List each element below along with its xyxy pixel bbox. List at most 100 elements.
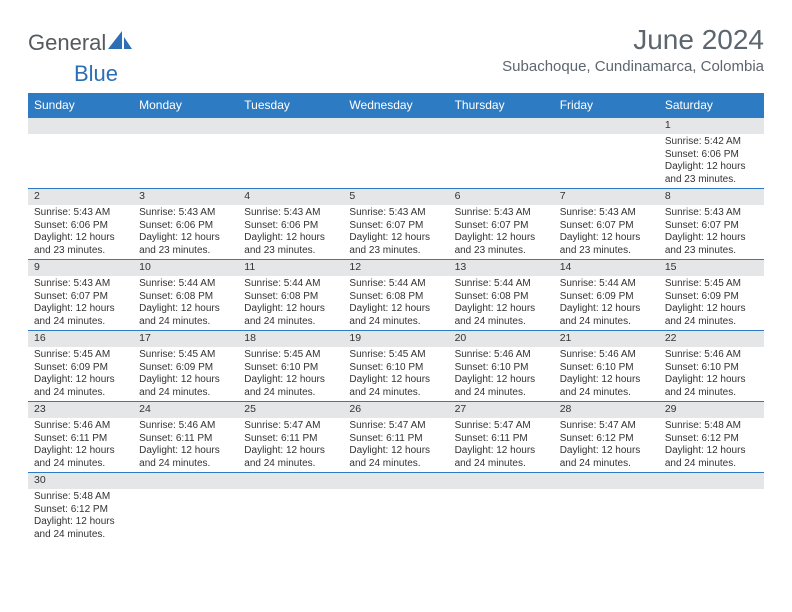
- sunrise-text: Sunrise: 5:45 AM: [244, 349, 337, 362]
- day-cell: Sunrise: 5:46 AMSunset: 6:10 PMDaylight:…: [449, 347, 554, 402]
- day-number: 30: [28, 473, 133, 490]
- daylight-text: and 24 minutes.: [349, 387, 442, 400]
- day-number: 11: [238, 260, 343, 277]
- daylight-text: and 24 minutes.: [560, 387, 653, 400]
- day-number: 15: [659, 260, 764, 277]
- daylight-text: Daylight: 12 hours: [665, 161, 758, 174]
- day-number: 23: [28, 402, 133, 419]
- sunset-text: Sunset: 6:09 PM: [34, 362, 127, 375]
- day-number: 20: [449, 331, 554, 348]
- day-number: 28: [554, 402, 659, 419]
- day-number: 13: [449, 260, 554, 277]
- day-number: 2: [28, 189, 133, 206]
- data-row: Sunrise: 5:46 AMSunset: 6:11 PMDaylight:…: [28, 418, 764, 473]
- daylight-text: Daylight: 12 hours: [244, 445, 337, 458]
- day-cell: Sunrise: 5:43 AMSunset: 6:07 PMDaylight:…: [343, 205, 448, 260]
- weekday-header: Monday: [133, 93, 238, 118]
- sunset-text: Sunset: 6:10 PM: [560, 362, 653, 375]
- day-cell: Sunrise: 5:43 AMSunset: 6:07 PMDaylight:…: [28, 276, 133, 331]
- day-number: 27: [449, 402, 554, 419]
- day-number: 26: [343, 402, 448, 419]
- daylight-text: Daylight: 12 hours: [34, 374, 127, 387]
- day-cell: [28, 134, 133, 189]
- daylight-text: and 23 minutes.: [665, 245, 758, 258]
- weekday-header: Wednesday: [343, 93, 448, 118]
- weekday-header-row: Sunday Monday Tuesday Wednesday Thursday…: [28, 93, 764, 118]
- data-row: Sunrise: 5:43 AMSunset: 6:07 PMDaylight:…: [28, 276, 764, 331]
- sunrise-text: Sunrise: 5:44 AM: [349, 278, 442, 291]
- sunset-text: Sunset: 6:09 PM: [665, 291, 758, 304]
- logo-text-general: General: [28, 30, 106, 56]
- day-cell: Sunrise: 5:46 AMSunset: 6:11 PMDaylight:…: [133, 418, 238, 473]
- day-cell: Sunrise: 5:43 AMSunset: 6:06 PMDaylight:…: [238, 205, 343, 260]
- day-number: [449, 118, 554, 135]
- sunrise-text: Sunrise: 5:43 AM: [34, 207, 127, 220]
- daylight-text: Daylight: 12 hours: [34, 445, 127, 458]
- day-number: 9: [28, 260, 133, 277]
- day-number: 12: [343, 260, 448, 277]
- daylight-text: Daylight: 12 hours: [665, 445, 758, 458]
- daylight-text: Daylight: 12 hours: [244, 232, 337, 245]
- daylight-text: and 23 minutes.: [665, 174, 758, 187]
- weekday-header: Friday: [554, 93, 659, 118]
- day-cell: Sunrise: 5:43 AMSunset: 6:06 PMDaylight:…: [133, 205, 238, 260]
- daylight-text: Daylight: 12 hours: [34, 232, 127, 245]
- day-cell: [238, 489, 343, 543]
- day-number: 7: [554, 189, 659, 206]
- daylight-text: Daylight: 12 hours: [455, 374, 548, 387]
- sunset-text: Sunset: 6:07 PM: [455, 220, 548, 233]
- daylight-text: Daylight: 12 hours: [139, 232, 232, 245]
- data-row: Sunrise: 5:43 AMSunset: 6:06 PMDaylight:…: [28, 205, 764, 260]
- daylight-text: and 24 minutes.: [34, 387, 127, 400]
- day-cell: Sunrise: 5:43 AMSunset: 6:07 PMDaylight:…: [449, 205, 554, 260]
- day-cell: Sunrise: 5:43 AMSunset: 6:06 PMDaylight:…: [28, 205, 133, 260]
- day-number: 5: [343, 189, 448, 206]
- day-number: [343, 473, 448, 490]
- day-number: 18: [238, 331, 343, 348]
- data-row: Sunrise: 5:42 AMSunset: 6:06 PMDaylight:…: [28, 134, 764, 189]
- daylight-text: Daylight: 12 hours: [665, 303, 758, 316]
- daylight-text: Daylight: 12 hours: [455, 303, 548, 316]
- day-cell: [449, 134, 554, 189]
- daylight-text: and 23 minutes.: [34, 245, 127, 258]
- daylight-text: Daylight: 12 hours: [244, 303, 337, 316]
- day-number: 8: [659, 189, 764, 206]
- day-cell: [554, 489, 659, 543]
- sunset-text: Sunset: 6:11 PM: [244, 433, 337, 446]
- daylight-text: and 24 minutes.: [34, 458, 127, 471]
- day-number: 3: [133, 189, 238, 206]
- daylight-text: and 24 minutes.: [139, 316, 232, 329]
- daylight-text: Daylight: 12 hours: [244, 374, 337, 387]
- sunset-text: Sunset: 6:10 PM: [665, 362, 758, 375]
- day-cell: [659, 489, 764, 543]
- logo-text-blue: Blue: [74, 61, 118, 86]
- daynum-row: 30: [28, 473, 764, 490]
- daynum-row: 23242526272829: [28, 402, 764, 419]
- daylight-text: Daylight: 12 hours: [349, 374, 442, 387]
- day-cell: Sunrise: 5:42 AMSunset: 6:06 PMDaylight:…: [659, 134, 764, 189]
- day-number: 14: [554, 260, 659, 277]
- daylight-text: Daylight: 12 hours: [560, 232, 653, 245]
- sunset-text: Sunset: 6:07 PM: [665, 220, 758, 233]
- day-cell: [133, 134, 238, 189]
- daylight-text: and 23 minutes.: [349, 245, 442, 258]
- sunrise-text: Sunrise: 5:46 AM: [455, 349, 548, 362]
- sunrise-text: Sunrise: 5:43 AM: [139, 207, 232, 220]
- day-number: 24: [133, 402, 238, 419]
- daylight-text: and 24 minutes.: [34, 316, 127, 329]
- day-number: 21: [554, 331, 659, 348]
- daylight-text: and 24 minutes.: [244, 458, 337, 471]
- day-cell: [343, 134, 448, 189]
- daylight-text: and 23 minutes.: [139, 245, 232, 258]
- sunrise-text: Sunrise: 5:43 AM: [34, 278, 127, 291]
- weekday-header: Sunday: [28, 93, 133, 118]
- day-cell: Sunrise: 5:47 AMSunset: 6:11 PMDaylight:…: [343, 418, 448, 473]
- day-number: [554, 473, 659, 490]
- day-cell: Sunrise: 5:45 AMSunset: 6:09 PMDaylight:…: [133, 347, 238, 402]
- sunrise-text: Sunrise: 5:45 AM: [139, 349, 232, 362]
- day-number: 1: [659, 118, 764, 135]
- sunrise-text: Sunrise: 5:47 AM: [455, 420, 548, 433]
- daylight-text: and 23 minutes.: [244, 245, 337, 258]
- sunset-text: Sunset: 6:08 PM: [244, 291, 337, 304]
- sunset-text: Sunset: 6:06 PM: [34, 220, 127, 233]
